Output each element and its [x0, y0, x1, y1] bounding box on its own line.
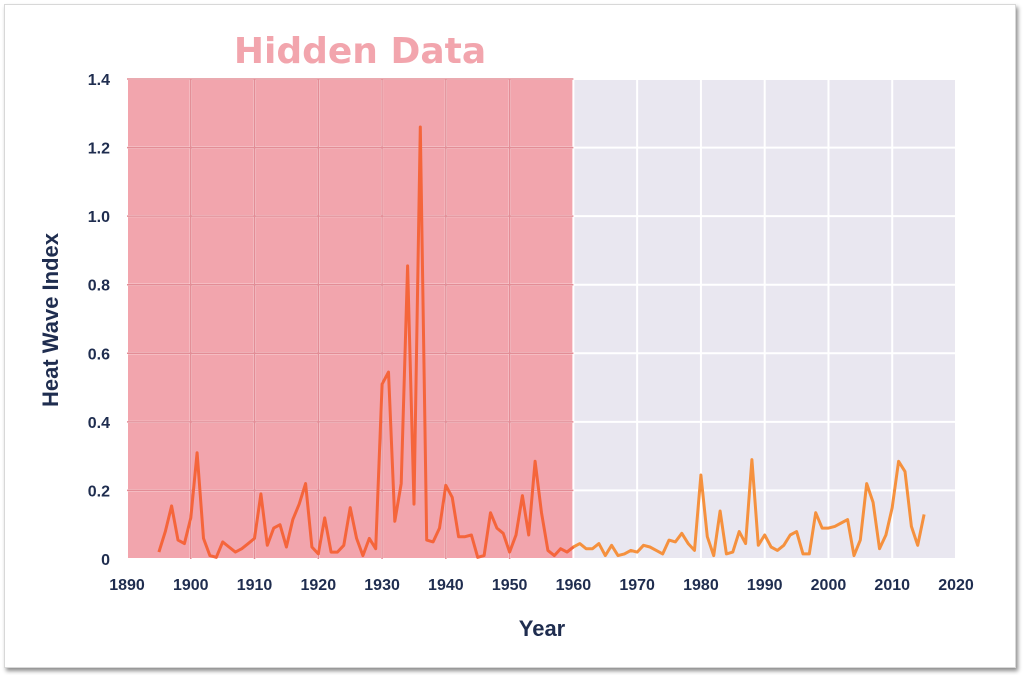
x-tick-label-1960: 1960	[556, 577, 592, 594]
x-tick-labels: 1890 1900 1910 1920 1930 1940 1950 1960 1970 1980…	[109, 577, 974, 594]
x-tick-label-1940: 1940	[428, 577, 464, 594]
x-tick-label-1980: 1980	[683, 577, 719, 594]
series-group	[157, 125, 926, 559]
series-line-hidden	[157, 125, 575, 559]
y-tick-label-0: 0	[101, 552, 110, 569]
x-axis-title: Year	[519, 616, 566, 641]
x-tick-label-1970: 1970	[619, 577, 655, 594]
x-tick-label-1950: 1950	[492, 577, 528, 594]
y-tick-label-7: 1.4	[88, 72, 110, 89]
x-tick-label-2000: 2000	[811, 577, 847, 594]
y-axis-title: Heat Wave Index	[38, 232, 63, 407]
x-tick-label-1900: 1900	[173, 577, 209, 594]
grid	[126, 78, 957, 560]
y-tick-label-3: 0.6	[88, 346, 110, 363]
x-tick-label-1910: 1910	[237, 577, 273, 594]
y-tick-label-6: 1.2	[88, 141, 110, 158]
y-tick-label-5: 1.0	[88, 209, 110, 226]
series-line-visible	[566, 458, 926, 558]
x-tick-label-2020: 2020	[938, 577, 974, 594]
y-tick-labels: 0 0.2 0.4 0.6 0.8 1.0 1.2 1.4	[88, 72, 110, 569]
x-tick-label-1990: 1990	[747, 577, 783, 594]
y-tick-label-1: 0.2	[88, 483, 110, 500]
y-tick-label-2: 0.4	[88, 415, 110, 432]
hidden-data-region	[127, 79, 574, 559]
x-tick-label-1890: 1890	[109, 577, 145, 594]
x-tick-label-1920: 1920	[301, 577, 337, 594]
x-tick-label-1930: 1930	[364, 577, 400, 594]
hidden-data-annotation: Hidden Data	[234, 31, 486, 72]
x-tick-label-2010: 2010	[874, 577, 910, 594]
y-tick-label-4: 0.8	[88, 278, 110, 295]
